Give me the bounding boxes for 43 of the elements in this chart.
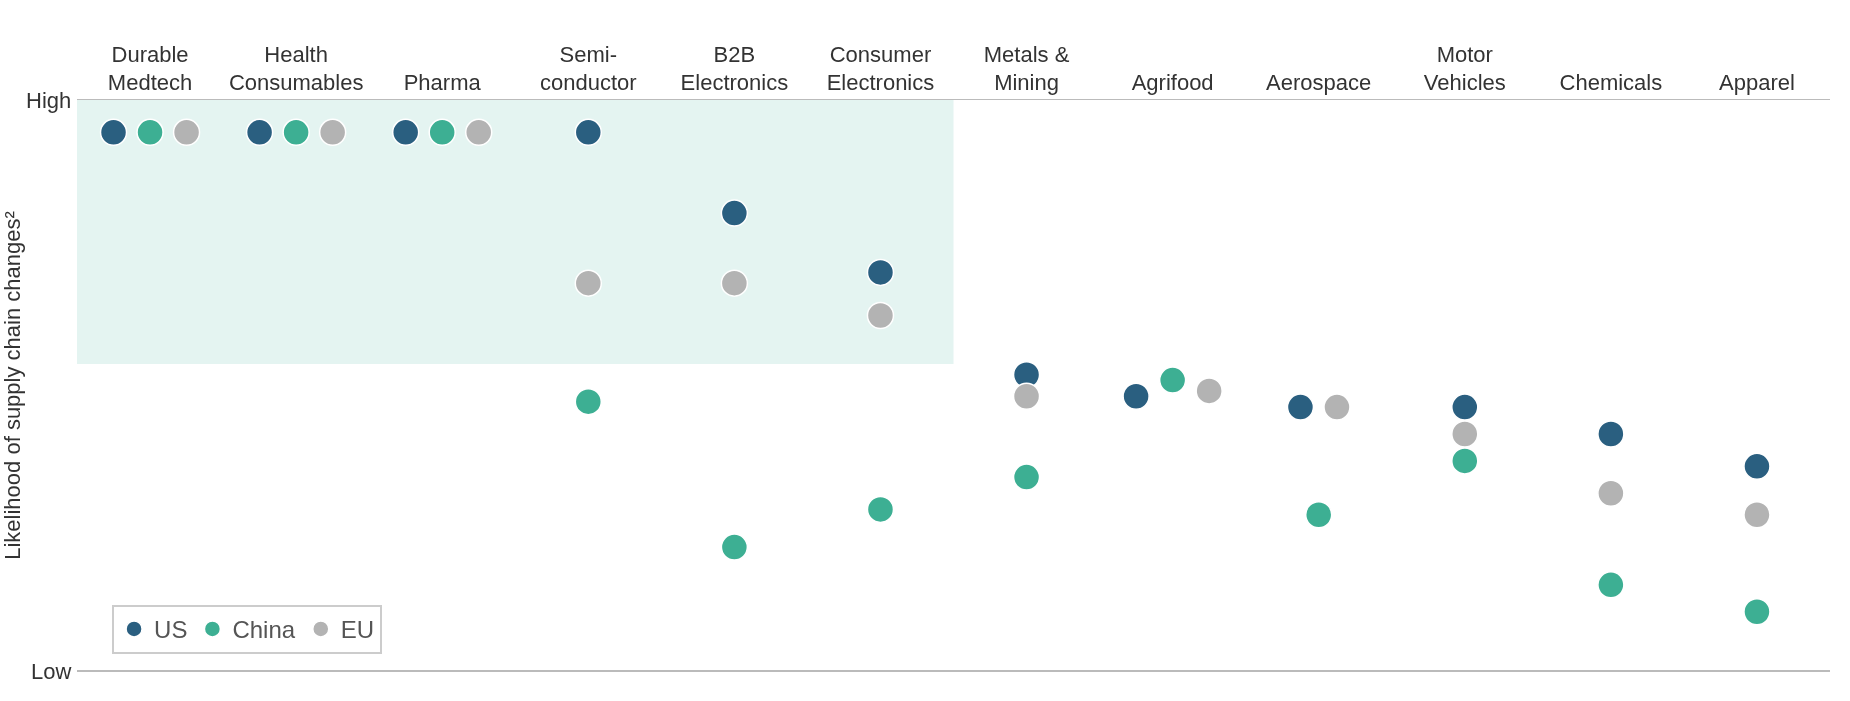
x-tick-label: Semi- conductor: [539, 41, 637, 96]
point: [1304, 501, 1333, 529]
point: [136, 118, 164, 147]
point: [1158, 366, 1187, 394]
point: [1012, 382, 1041, 411]
x-tick-label: Chemicals: [1559, 70, 1663, 96]
point: [1743, 501, 1771, 529]
point: [574, 387, 603, 416]
point: [1743, 598, 1771, 626]
x-tick-label: Pharma: [403, 70, 482, 96]
point: [866, 301, 895, 330]
legend-label: EU: [340, 616, 375, 644]
point: [1597, 479, 1625, 507]
point: [1451, 447, 1479, 475]
x-tick-label: Motor Vehicles: [1423, 41, 1506, 96]
x-tick-label: B2B Electronics: [680, 41, 789, 96]
x-tick-label: Metals & Mining: [983, 41, 1070, 96]
point: [1451, 420, 1479, 448]
legend-label: US: [154, 616, 188, 644]
y-axis-title: Likelihood of supply chain changes²: [0, 211, 25, 560]
point: [1012, 463, 1041, 491]
point: [1597, 420, 1625, 448]
point: [428, 118, 456, 147]
point: [720, 199, 749, 227]
x-tick-label: Durable Medtech: [107, 41, 193, 96]
point: [866, 258, 895, 287]
point: [720, 269, 749, 297]
point: [1451, 393, 1479, 421]
x-tick-label: Agrifood: [1131, 70, 1214, 96]
x-tick-label: Apparel: [1719, 70, 1795, 96]
x-tick-label: Aerospace: [1266, 70, 1372, 96]
point: [282, 118, 310, 147]
point: [1743, 452, 1771, 481]
point: [720, 533, 749, 561]
point: [866, 495, 895, 524]
point: [1597, 571, 1625, 599]
legend-label: China: [232, 616, 296, 644]
point: [574, 269, 603, 297]
text: Low: [31, 659, 72, 684]
x-tick-label: Health Consumables: [228, 41, 364, 96]
text: High: [26, 88, 72, 113]
point: [574, 118, 603, 147]
x-tick-label: Consumer Electronics: [826, 41, 935, 96]
